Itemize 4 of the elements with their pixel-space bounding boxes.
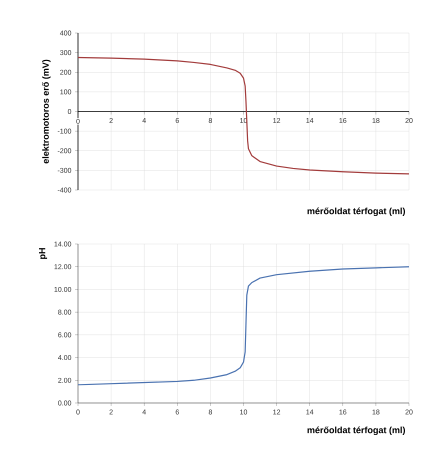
x-axis-title: mérőoldat térfogat (ml) <box>308 426 406 436</box>
x-axis-title: mérőoldat térfogat (ml) <box>308 208 406 216</box>
y-axis-title: elektromotoros erő (mV) <box>42 60 51 164</box>
y-axis-title: pH <box>39 248 48 259</box>
